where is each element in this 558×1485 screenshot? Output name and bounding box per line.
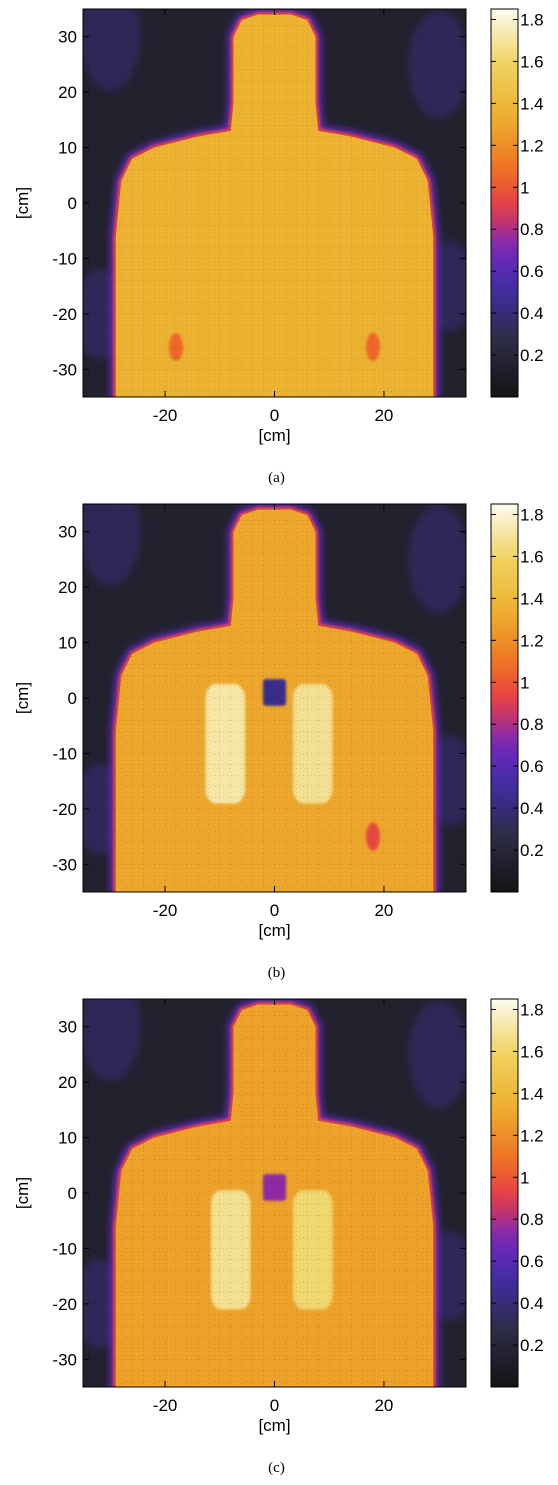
colorbar-tick-label: 0.2 <box>520 346 544 365</box>
grid <box>83 999 466 1387</box>
colorbar-tick-label: 1 <box>520 673 529 692</box>
feature-left-lung <box>211 1190 251 1310</box>
colorbar-tick-label: 1.2 <box>520 1126 544 1145</box>
colorbar-tick-label: 1.8 <box>520 10 544 29</box>
colorbar-tick-label: 1.6 <box>520 1042 544 1061</box>
heatmap-chart: -20 0 20 30 20 10 0 -10 -20 -30 [cm] [cm] 1.8 1.6 1.4 1… <box>13 8 544 486</box>
feature-left-lung <box>205 684 245 804</box>
y-tick-label: -30 <box>52 360 77 379</box>
x-tick-label: -20 <box>153 406 178 425</box>
y-axis-label: [cm] <box>13 682 32 714</box>
heatmap-chart: -20 0 20 30 20 10 0 -10 -20 -30 [cm] [cm] 1.8 1.6 1.4 1… <box>13 998 544 1476</box>
feature-left-arm-region <box>169 333 184 362</box>
colorbar-tick-label: 0.4 <box>520 799 544 818</box>
feature-upper-chest-inclusion <box>263 1174 286 1201</box>
colorbar-tick-label: 1.2 <box>520 631 544 650</box>
colorbar-tick-label: 1.8 <box>520 1000 544 1019</box>
panel-caption: (b) <box>268 965 286 981</box>
y-axis-label: [cm] <box>13 187 32 219</box>
y-tick-label: 20 <box>58 83 77 102</box>
feature-right-arm-region <box>365 333 380 362</box>
colorbar-tick-label: 0.2 <box>520 841 544 860</box>
colorbar-tick-label: 1.4 <box>520 1084 544 1103</box>
y-tick-label: 0 <box>68 1184 77 1203</box>
colorbar-tick-label: 0.8 <box>520 1210 544 1229</box>
y-tick-label: 10 <box>58 1129 77 1148</box>
colorbar <box>490 503 519 893</box>
colorbar-tick-label: 0.6 <box>520 262 544 281</box>
y-axis-label: [cm] <box>13 1177 32 1209</box>
panel-caption: (c) <box>268 1460 285 1476</box>
x-tick-label: 0 <box>270 406 279 425</box>
y-tick-label: 10 <box>58 139 77 158</box>
x-axis-label: [cm] <box>258 1416 290 1435</box>
x-tick-label: 20 <box>374 406 393 425</box>
colorbar-tick-label: 0.4 <box>520 1294 544 1313</box>
colorbar-tick-label: 1 <box>520 178 529 197</box>
x-axis-label: [cm] <box>258 921 290 940</box>
x-axis-label: [cm] <box>258 426 290 445</box>
x-tick-label: 0 <box>270 1396 279 1415</box>
y-tick-label: -10 <box>52 744 77 763</box>
colorbar-tick-label: 0.8 <box>520 220 544 239</box>
heatmap-panel-c: -20 0 20 30 20 10 0 -10 -20 -30 [cm] [cm] 1.8 1.6 1.4 1… <box>0 990 558 1485</box>
colorbar-tick-label: 0.6 <box>520 1252 544 1271</box>
y-tick-label: -10 <box>52 249 77 268</box>
panel-caption: (a) <box>268 470 285 486</box>
y-tick-label: -20 <box>52 800 77 819</box>
y-tick-label: 30 <box>58 28 77 47</box>
grid <box>83 504 466 892</box>
colorbar-tick-label: 1.4 <box>520 94 544 113</box>
y-tick-label: 30 <box>58 1018 77 1037</box>
colorbar-tick-label: 0.4 <box>520 304 544 323</box>
colorbar-tick-label: 1.4 <box>520 589 544 608</box>
x-tick-label: 0 <box>270 901 279 920</box>
colorbar-tick-label: 0.2 <box>520 1336 544 1355</box>
x-tick-label: 20 <box>374 901 393 920</box>
x-tick-label: -20 <box>153 1396 178 1415</box>
colorbar-tick-label: 0.8 <box>520 715 544 734</box>
y-tick-label: 0 <box>68 689 77 708</box>
feature-right-lung <box>293 684 333 804</box>
colorbar-tick-label: 0.6 <box>520 757 544 776</box>
y-tick-label: 20 <box>58 578 77 597</box>
heatmap-panel-a: -20 0 20 30 20 10 0 -10 -20 -30 [cm] [cm] 1.8 1.6 1.4 1… <box>0 0 558 495</box>
y-tick-label: -20 <box>52 1295 77 1314</box>
colorbar-tick-label: 1.6 <box>520 52 544 71</box>
colorbar-tick-label: 1.2 <box>520 136 544 155</box>
feature-right-lung <box>293 1190 333 1310</box>
x-tick-label: -20 <box>153 901 178 920</box>
body-region <box>115 14 434 397</box>
y-tick-label: -30 <box>52 855 77 874</box>
colorbar-tick-label: 1.8 <box>520 505 544 524</box>
y-tick-label: -10 <box>52 1239 77 1258</box>
y-tick-label: -30 <box>52 1350 77 1369</box>
colorbar <box>490 998 519 1388</box>
heatmap-panel-b: -20 0 20 30 20 10 0 -10 -20 -30 [cm] [cm] 1.8 1.6 1.4 1… <box>0 495 558 990</box>
y-tick-label: 30 <box>58 523 77 542</box>
colorbar <box>490 8 519 398</box>
feature-upper-chest-inclusion <box>263 679 286 706</box>
colorbar-tick-label: 1 <box>520 1168 529 1187</box>
heatmap-chart: -20 0 20 30 20 10 0 -10 -20 -30 [cm] [cm] 1.8 1.6 1.4 1… <box>13 503 544 981</box>
y-tick-label: -20 <box>52 305 77 324</box>
x-tick-label: 20 <box>374 1396 393 1415</box>
y-tick-label: 20 <box>58 1073 77 1092</box>
y-tick-label: 10 <box>58 634 77 653</box>
grid <box>83 9 466 397</box>
y-tick-label: 0 <box>68 194 77 213</box>
colorbar-tick-label: 1.6 <box>520 547 544 566</box>
feature-right-arm-region <box>365 822 380 851</box>
